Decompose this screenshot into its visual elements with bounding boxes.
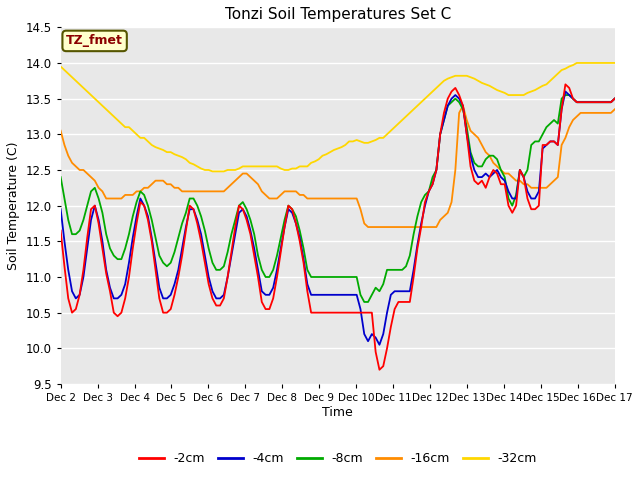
X-axis label: Time: Time [323, 406, 353, 419]
Title: Tonzi Soil Temperatures Set C: Tonzi Soil Temperatures Set C [225, 7, 451, 22]
Text: TZ_fmet: TZ_fmet [66, 35, 123, 48]
Y-axis label: Soil Temperature (C): Soil Temperature (C) [7, 142, 20, 270]
Legend: -2cm, -4cm, -8cm, -16cm, -32cm: -2cm, -4cm, -8cm, -16cm, -32cm [134, 447, 542, 470]
